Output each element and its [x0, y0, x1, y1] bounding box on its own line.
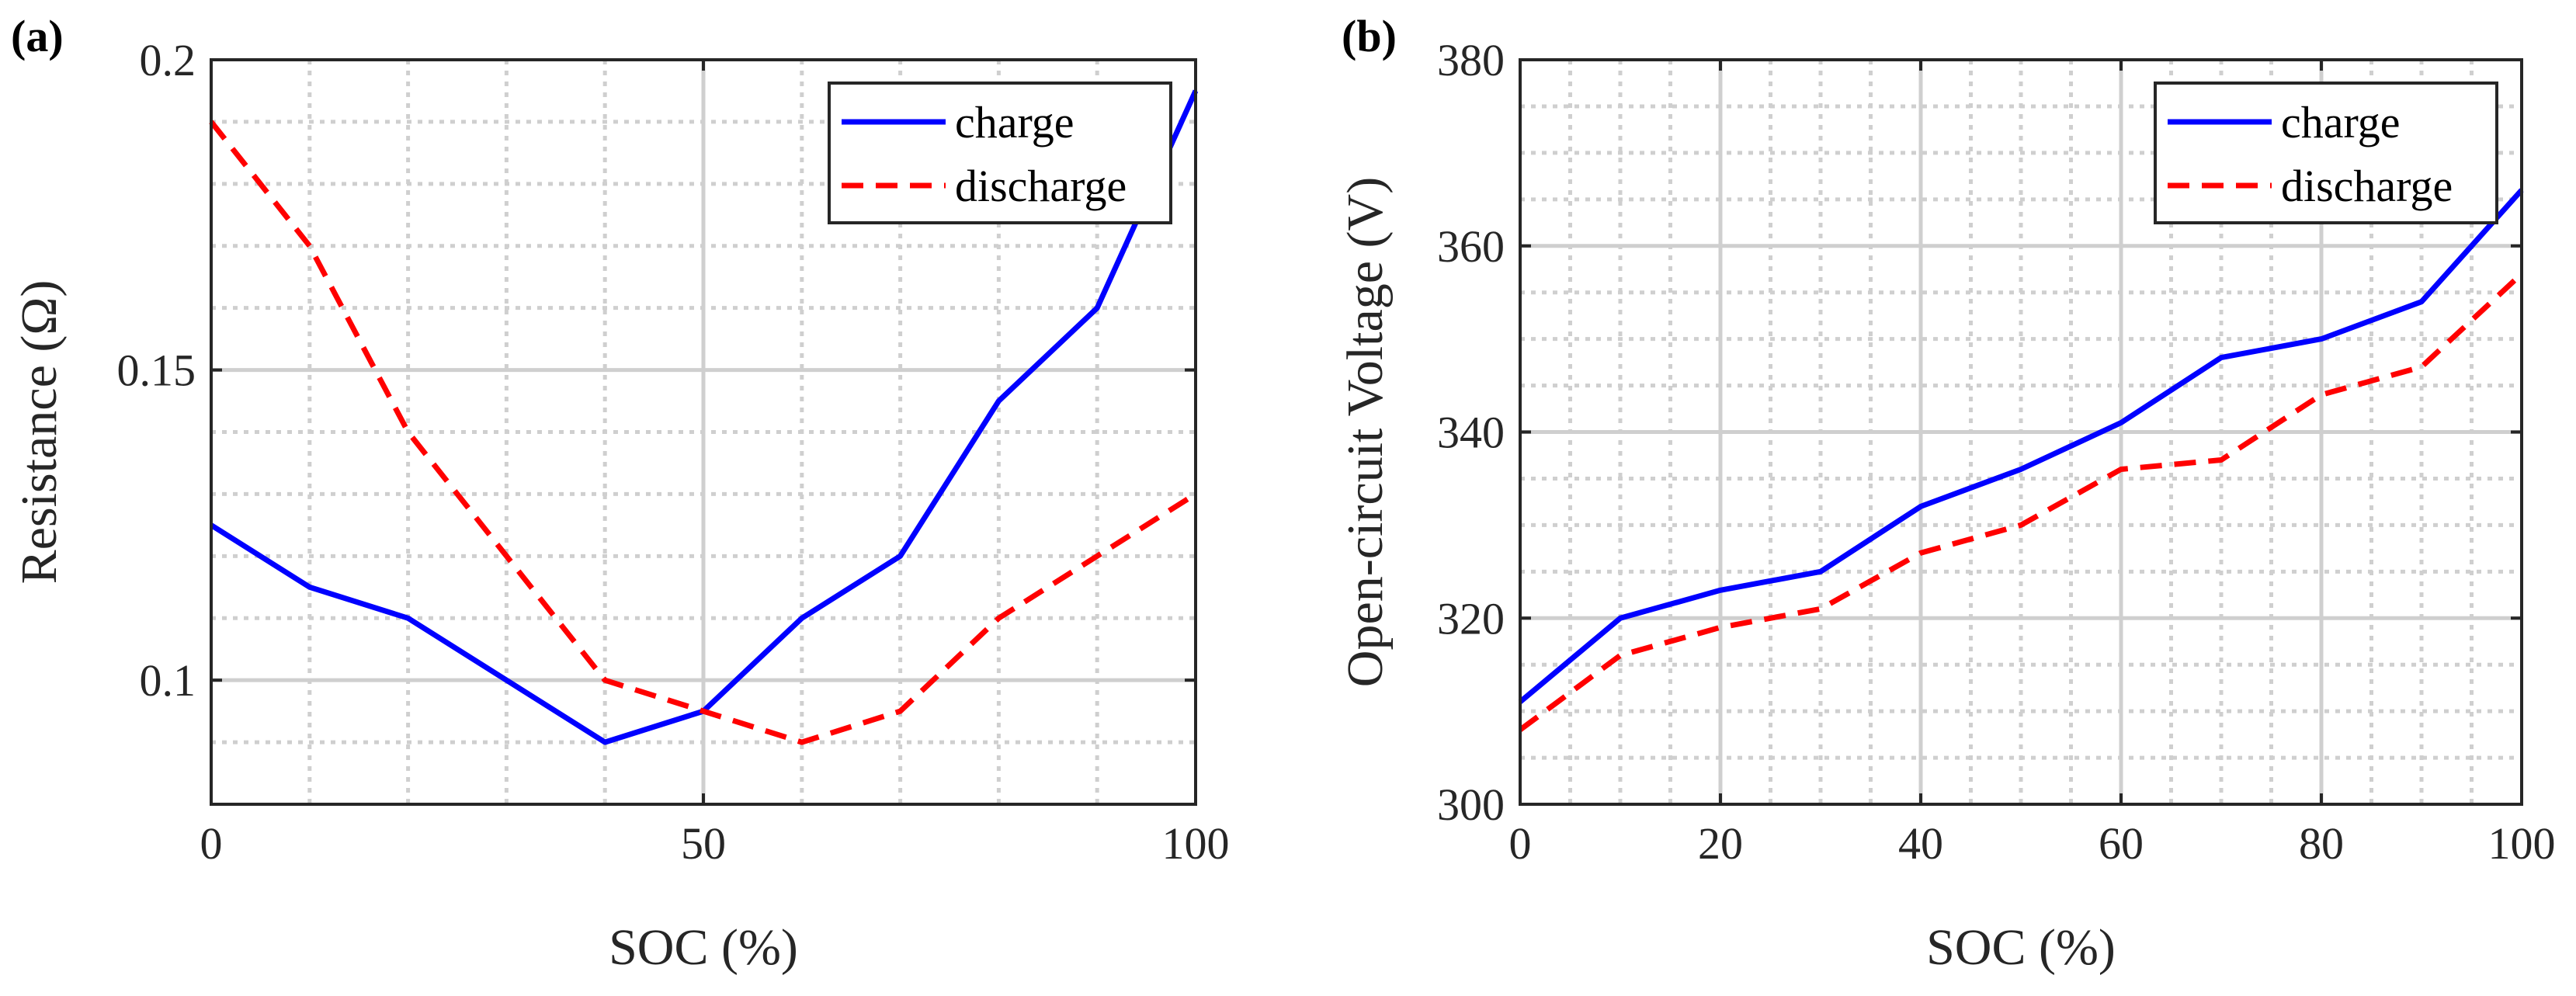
x-tick-labels-resistance: 0 50 100	[200, 818, 1230, 869]
legend-label-charge: charge	[2281, 97, 2401, 147]
x-tick-label-20: 20	[1698, 818, 1743, 869]
x-tick-label-60: 60	[2099, 818, 2144, 869]
legend-box-resistance	[828, 82, 1172, 224]
legend-label-discharge: discharge	[2281, 161, 2453, 211]
legend-label-charge: charge	[955, 97, 1074, 147]
y-tick-label-340: 340	[1437, 408, 1505, 458]
y-tick-label-300: 300	[1437, 779, 1505, 830]
y-tick-label-380: 380	[1437, 35, 1505, 85]
y-tick-label-0_15: 0.15	[117, 345, 196, 396]
panel-label-a: (a)	[11, 11, 64, 61]
legend-resistance: charge discharge	[828, 82, 1172, 224]
x-tick-label-50: 50	[681, 818, 726, 869]
grid-resistance	[211, 60, 1196, 804]
tick-marks-voltage	[1519, 58, 2523, 806]
x-tick-labels-voltage: 0 20 40 60 80 100	[1509, 818, 2556, 869]
x-tick-label-100: 100	[2488, 818, 2556, 869]
x-tick-label-40: 40	[1898, 818, 1943, 869]
legend-voltage: charge discharge	[2154, 82, 2498, 224]
y-tick-label-0_2: 0.2	[140, 35, 196, 85]
x-axis-label-voltage: SOC (%)	[1926, 919, 2116, 976]
y-tick-label-320: 320	[1437, 593, 1505, 644]
tick-marks-resistance	[210, 58, 1197, 804]
chart-panel-resistance: 0 50 100 0.1 0.15 0.2 SOC (%) Resistance (Ω)…	[11, 11, 1230, 976]
y-axis-label-voltage: Open-circuit Voltage (V)	[1337, 177, 1394, 687]
x-tick-label-0: 0	[1509, 818, 1532, 869]
y-tick-labels-voltage: 300 320 340 360 380	[1437, 35, 1505, 830]
x-tick-label-80: 80	[2299, 818, 2344, 869]
legend-label-discharge: discharge	[955, 161, 1127, 211]
y-tick-labels-resistance: 0.1 0.15 0.2	[117, 35, 196, 706]
y-tick-label-0_1: 0.1	[140, 655, 196, 706]
chart-panel-voltage: 0 20 40 60 80 100 300 320 340 360 380 SOC (%) Ope…	[1337, 11, 2556, 976]
x-axis-label-resistance: SOC (%)	[609, 919, 798, 976]
y-tick-label-360: 360	[1437, 221, 1505, 272]
legend-box-voltage	[2154, 82, 2498, 224]
x-tick-label-100: 100	[1162, 818, 1230, 869]
x-tick-label-0: 0	[200, 818, 223, 869]
y-axis-label-resistance: Resistance (Ω)	[11, 280, 68, 585]
panel-label-b: (b)	[1342, 11, 1397, 61]
